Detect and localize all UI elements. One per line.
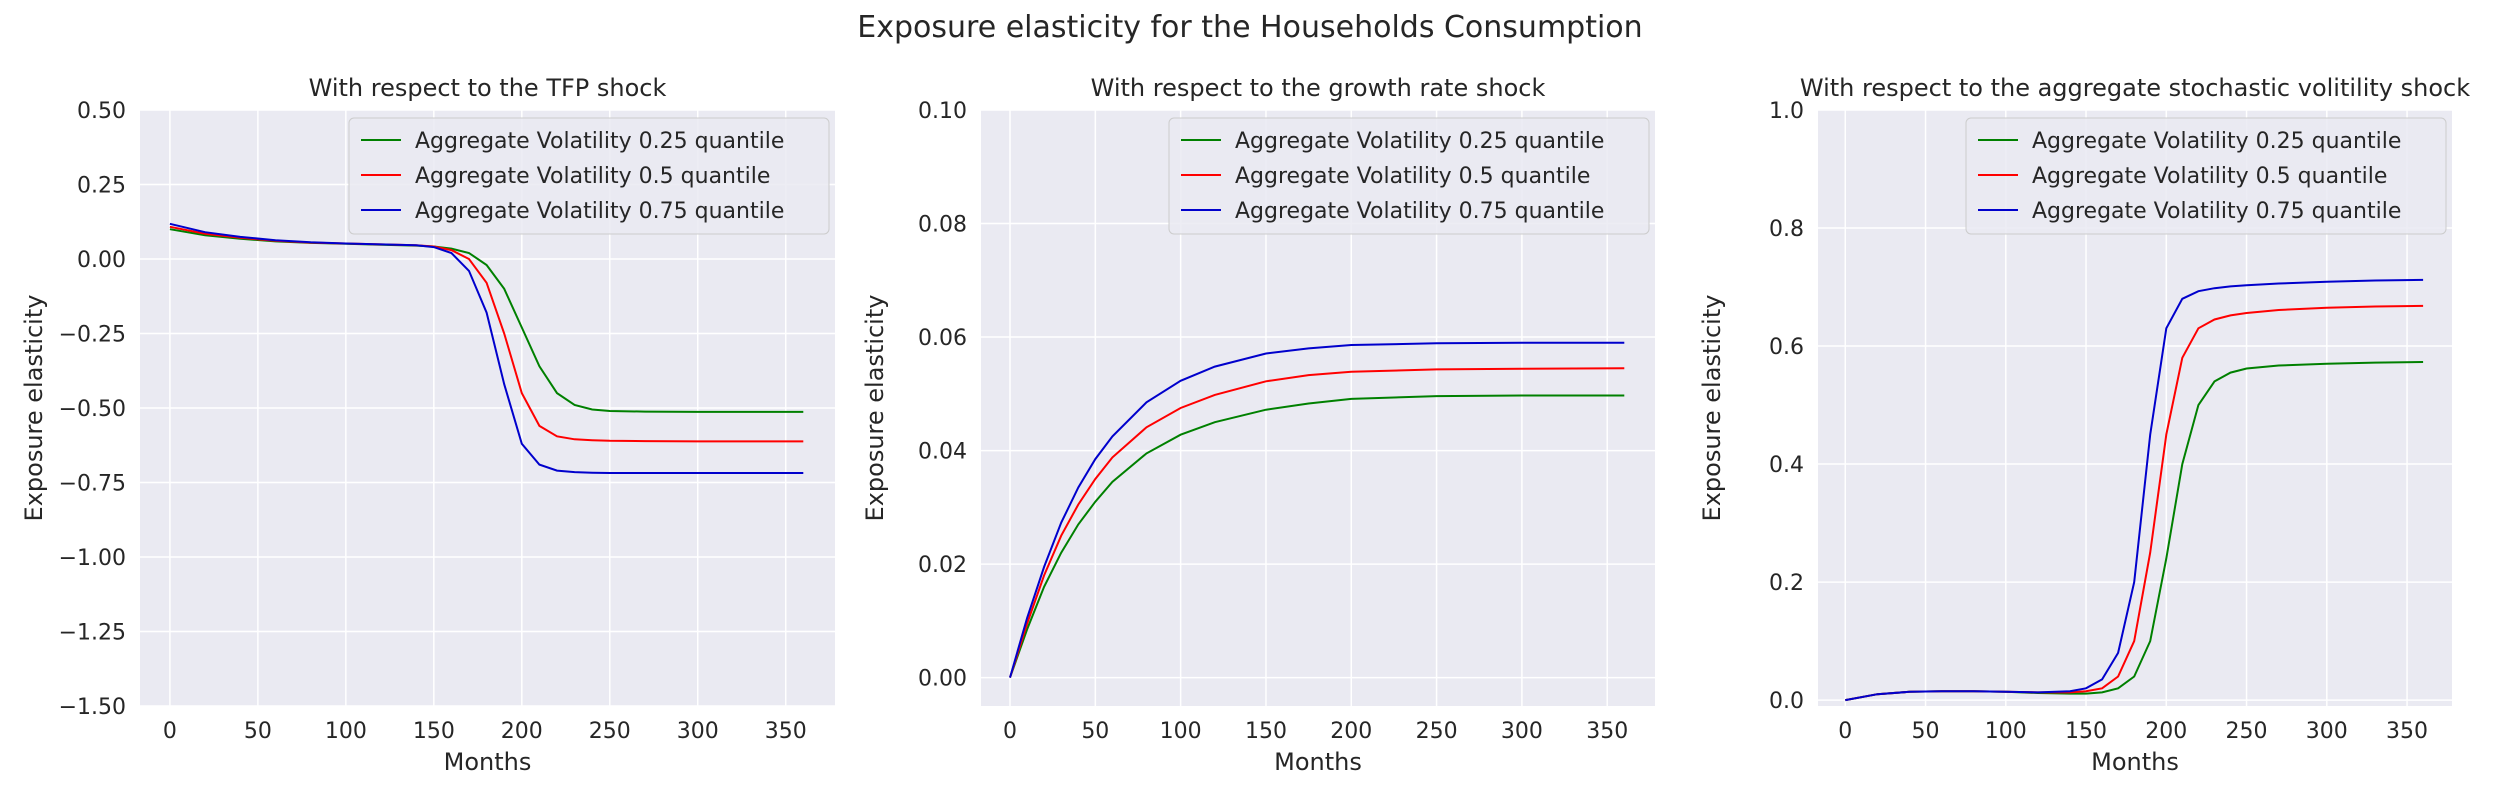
x-tick-label: 150 [2065,719,2107,744]
x-tick-label: 100 [325,719,367,744]
y-tick-label: 0.08 [918,213,967,238]
x-tick-label: 50 [1081,719,1109,744]
y-tick-label: −1.50 [59,695,126,720]
figure-title: Exposure elasticity for the Households C… [857,10,1643,45]
series-line-3 [169,222,804,474]
y-tick-label: −0.50 [59,397,126,422]
subplot-title: With respect to the growth rate shock [1091,74,1546,102]
x-axis-label: Months [1274,748,1362,776]
x-axis-label: Months [444,748,532,776]
subplot-title: With respect to the TFP shock [309,74,667,102]
x-tick-label: 50 [1912,719,1940,744]
y-tick-label: −0.75 [59,472,126,497]
x-tick-label: 0 [163,719,177,744]
legend-label-1: Aggregate Volatility 0.25 quantile [1235,129,1604,154]
x-tick-label: 100 [1160,719,1202,744]
chart-panel-growth: 0 50 100 150 200 250 300 350 0.00 0.02 0.04 0.06 0.0… [861,74,1655,776]
subplot-title: With respect to the aggregate stochastic… [1800,74,2470,102]
y-tick-label: 0.8 [1769,217,1804,242]
legend-label-2: Aggregate Volatility 0.5 quantile [2032,164,2387,189]
y-tick-label: 0.00 [918,667,967,692]
y-axis-label: Exposure elasticity [861,295,889,522]
chart-panel-volatility: 0 50 100 150 200 250 300 350 0.0 0.2 0.4 0.6 0.8 1.0W… [1698,74,2470,776]
x-tick-label: 200 [2145,719,2187,744]
y-axis-label: Exposure elasticity [20,295,48,522]
legend-label-3: Aggregate Volatility 0.75 quantile [1235,199,1604,224]
x-tick-label: 200 [501,719,543,744]
legend [1168,117,1650,235]
x-tick-label: 300 [1501,719,1543,744]
legend-label-2: Aggregate Volatility 0.5 quantile [1235,164,1590,189]
y-tick-label: 0.06 [918,326,967,351]
x-tick-label: 250 [589,719,631,744]
legend-label-3: Aggregate Volatility 0.75 quantile [415,199,784,224]
legend-label-2: Aggregate Volatility 0.5 quantile [415,164,770,189]
x-tick-label: 250 [2226,719,2268,744]
y-tick-label: 0.25 [77,174,126,199]
series-line-2 [1009,367,1625,678]
chart-panel-tfp: 0 50 100 150 200 250 300 350 −1.50 −1.25 −1.00 −0.7… [20,74,835,776]
y-tick-label: 0.6 [1769,335,1804,360]
x-tick-label: 350 [765,719,807,744]
series-line-3 [1845,278,2424,702]
y-tick-label: −1.25 [59,621,126,646]
y-tick-label: 0.04 [918,440,967,465]
y-axis-label: Exposure elasticity [1698,295,1726,522]
x-tick-label: 100 [1985,719,2027,744]
x-tick-label: 0 [1003,719,1017,744]
series-line-3 [1009,341,1625,678]
y-tick-label: −1.00 [59,546,126,571]
x-tick-label: 0 [1838,719,1852,744]
x-axis-label: Months [2091,748,2179,776]
legend [1965,117,2447,235]
x-tick-label: 200 [1330,719,1372,744]
x-tick-label: 300 [2306,719,2348,744]
legend-label-1: Aggregate Volatility 0.25 quantile [415,129,784,154]
y-tick-label: 0.02 [918,553,967,578]
series-line-1 [1009,394,1625,678]
y-tick-label: 0.2 [1769,571,1804,596]
legend-label-1: Aggregate Volatility 0.25 quantile [2032,129,2401,154]
x-tick-label: 50 [244,719,272,744]
legend [348,117,830,235]
legend-label-3: Aggregate Volatility 0.75 quantile [2032,199,2401,224]
y-tick-label: 0.0 [1769,689,1804,714]
y-tick-label: 1.0 [1769,99,1804,124]
y-tick-label: 0.4 [1769,453,1804,478]
y-tick-label: 0.00 [77,248,126,273]
x-tick-label: 350 [1586,719,1628,744]
x-tick-label: 300 [677,719,719,744]
y-tick-label: −0.25 [59,323,126,348]
x-tick-label: 250 [1416,719,1458,744]
y-tick-label: 0.10 [918,99,967,124]
x-tick-label: 350 [2386,719,2428,744]
y-tick-label: 0.50 [77,99,126,124]
x-tick-label: 150 [1245,719,1287,744]
x-tick-label: 150 [413,719,455,744]
